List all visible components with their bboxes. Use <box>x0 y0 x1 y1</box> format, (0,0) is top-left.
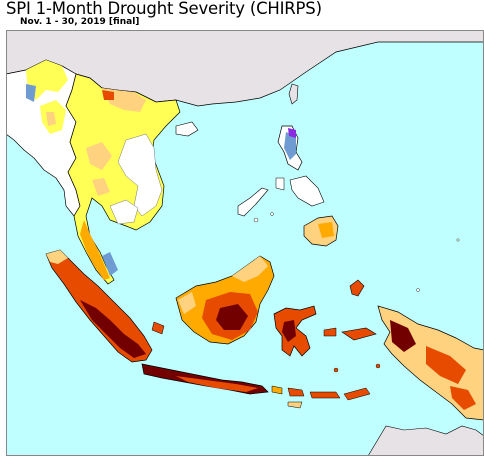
mindoro <box>275 177 285 191</box>
mindanao-severe <box>318 222 334 238</box>
vietnam-north-extreme <box>102 90 114 100</box>
borneo-exceptional <box>216 304 248 330</box>
sumatra <box>45 249 153 363</box>
map-title: SPI 1-Month Drought Severity (CHIRPS) <box>6 0 322 18</box>
borneo-north-moderate <box>232 256 268 282</box>
java-extreme <box>176 376 258 392</box>
thailand-moderate <box>86 142 112 170</box>
taiwan <box>288 83 299 105</box>
sumatra-exceptional <box>80 300 146 358</box>
buru <box>323 327 337 337</box>
new-guinea-extreme <box>390 320 416 352</box>
island <box>416 288 420 292</box>
sumba <box>287 401 303 409</box>
borneo-west-moderate <box>178 292 196 314</box>
flores <box>309 391 341 399</box>
peninsula-wet <box>102 252 118 276</box>
myanmar-dry <box>26 60 68 100</box>
timor <box>343 387 371 401</box>
bali-lombok <box>271 385 283 395</box>
peninsula-severe <box>80 220 110 280</box>
laos-vietnam-white <box>117 133 163 217</box>
myanmar-moderate <box>46 112 56 126</box>
bangka <box>151 321 165 335</box>
luzon-wet <box>284 132 296 160</box>
australia <box>367 425 484 456</box>
palawan <box>237 187 269 217</box>
halmahera <box>349 279 365 297</box>
thailand-moderate-2 <box>92 178 110 196</box>
island <box>270 212 274 216</box>
map-subtitle: Nov. 1 - 30, 2019 [final] <box>20 17 140 27</box>
sumbawa <box>287 387 305 397</box>
visayas <box>289 175 325 207</box>
new-guinea-severe <box>426 346 466 384</box>
new-guinea-south-extreme <box>450 386 476 410</box>
hainan <box>175 121 199 137</box>
drought-map <box>6 30 484 456</box>
indochina <box>65 73 181 285</box>
island <box>375 363 381 369</box>
island <box>333 367 339 373</box>
island <box>253 217 259 223</box>
cambodia-white <box>109 199 139 225</box>
myanmar-wet <box>26 84 36 102</box>
luzon-very-wet <box>288 128 296 138</box>
seram <box>341 327 377 341</box>
sumatra-north <box>46 250 68 264</box>
sulawesi-exceptional <box>282 320 296 342</box>
island <box>456 238 460 242</box>
